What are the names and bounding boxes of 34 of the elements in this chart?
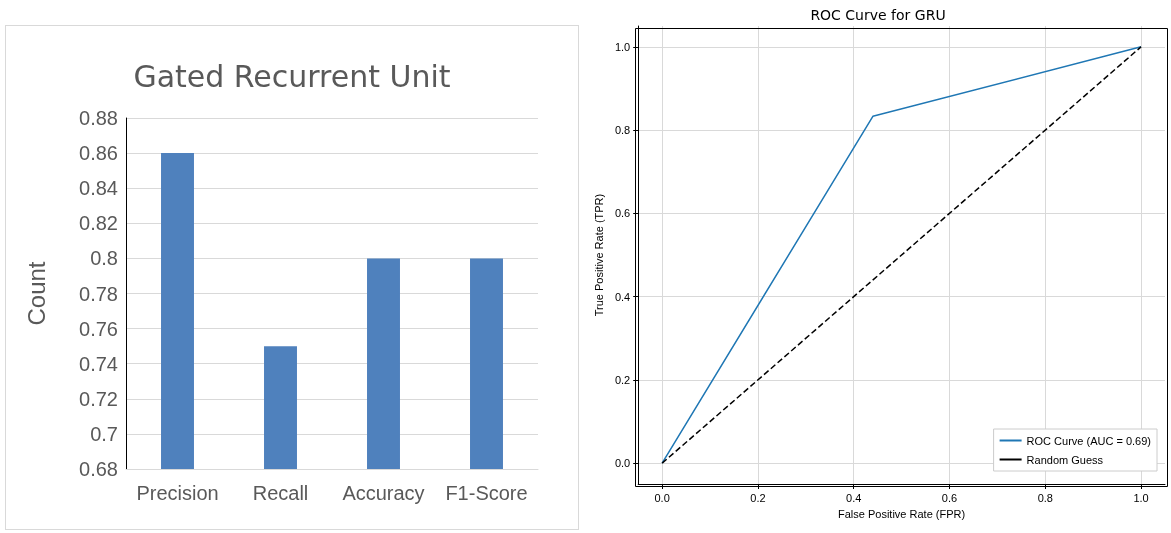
legend-label: Random Guess bbox=[1026, 453, 1104, 466]
chart-title: ROC Curve for GRU bbox=[810, 7, 946, 23]
y-tick-label: 0.0 bbox=[614, 457, 631, 470]
y-tick-label: 0.74 bbox=[79, 352, 118, 375]
chart-title: Gated Recurrent Unit bbox=[133, 58, 451, 94]
y-tick-label: 0.82 bbox=[79, 212, 118, 235]
y-tick-label: 0.78 bbox=[79, 282, 118, 305]
x-tick-label: 0.6 bbox=[941, 491, 958, 504]
y-tick-label: 0.86 bbox=[79, 142, 118, 165]
x-tick-label: 0.4 bbox=[846, 491, 862, 504]
y-tick-label: 0.72 bbox=[79, 387, 118, 410]
y-tick-label: 1.0 bbox=[614, 40, 631, 53]
y-tick-label: 0.8 bbox=[90, 247, 118, 270]
y-tick-label: 0.68 bbox=[79, 458, 118, 480]
x-tick-label: 0.2 bbox=[750, 491, 766, 504]
x-tick-label: F1-Score bbox=[445, 482, 528, 504]
y-tick-label: 0.88 bbox=[79, 107, 118, 129]
legend-label: ROC Curve (AUC = 0.69) bbox=[1026, 434, 1152, 447]
x-tick-label: 1.0 bbox=[1133, 491, 1149, 504]
y-tick-label: 0.6 bbox=[614, 207, 631, 220]
y-axis-title: True Positive Rate (TPR) bbox=[592, 193, 605, 317]
y-axis-title: Count bbox=[22, 261, 50, 326]
x-axis-title: False Positive Rate (FPR) bbox=[838, 507, 966, 520]
x-tick-label: Precision bbox=[136, 482, 219, 504]
y-tick-label: 0.7 bbox=[90, 422, 118, 445]
x-tick-label: 0.0 bbox=[654, 491, 670, 504]
y-tick-label: 0.2 bbox=[614, 373, 631, 386]
x-tick-label: Recall bbox=[252, 482, 309, 504]
y-tick-label: 0.76 bbox=[79, 317, 118, 340]
y-tick-label: 0.4 bbox=[614, 290, 631, 303]
x-tick-label: Accuracy bbox=[342, 482, 425, 504]
y-tick-label: 0.84 bbox=[79, 177, 118, 200]
y-tick-label: 0.8 bbox=[614, 124, 631, 137]
x-tick-label: 0.8 bbox=[1037, 491, 1053, 504]
